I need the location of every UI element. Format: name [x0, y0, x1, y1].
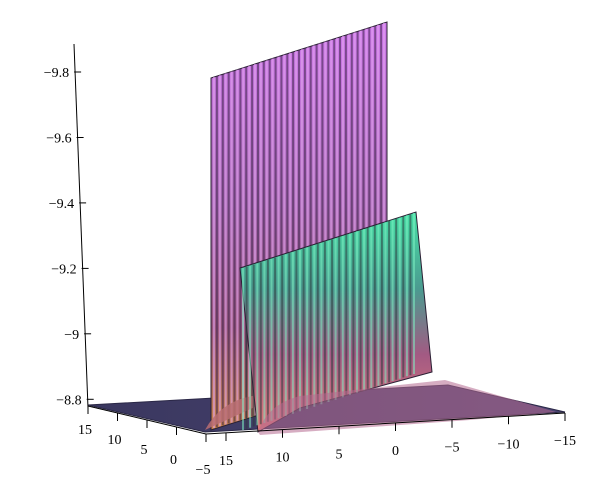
- z-tick-label: −9.6: [46, 132, 71, 147]
- x-tick-label: −15: [554, 434, 576, 449]
- z-tick-label: −9.2: [51, 262, 76, 277]
- z-axis-line: [73, 43, 89, 409]
- y-tick-label: −5: [196, 463, 211, 478]
- x-tick-label: 10: [276, 451, 290, 466]
- x-tick-label: 0: [392, 444, 399, 459]
- front-ridge-surface: [239, 211, 556, 435]
- x-tick-label: 15: [219, 454, 233, 469]
- z-tick-label: −9.4: [49, 197, 74, 212]
- z-axis-ticks: −9.8 −9.6 −9.4 −9.2 −9 −8.8: [44, 66, 94, 408]
- x-tick-label: 5: [336, 447, 343, 462]
- x-tick-label: −10: [498, 437, 520, 452]
- x-axis-ticks: 15 10 5 0 −5 −10 −15: [219, 413, 576, 469]
- x-tick-label: −5: [445, 441, 460, 456]
- y-axis-ticks: 15 10 5 0 −5: [78, 406, 210, 478]
- z-tick-label: −9.8: [44, 66, 69, 81]
- z-tick-label: −9: [64, 328, 79, 343]
- y-tick-label: 10: [108, 433, 122, 448]
- y-tick-label: 15: [78, 423, 92, 438]
- x-axis-line: [205, 412, 566, 435]
- y-tick-label: 5: [141, 443, 148, 458]
- y-tick-label: 0: [170, 453, 177, 468]
- z-tick-label: −8.8: [56, 393, 81, 408]
